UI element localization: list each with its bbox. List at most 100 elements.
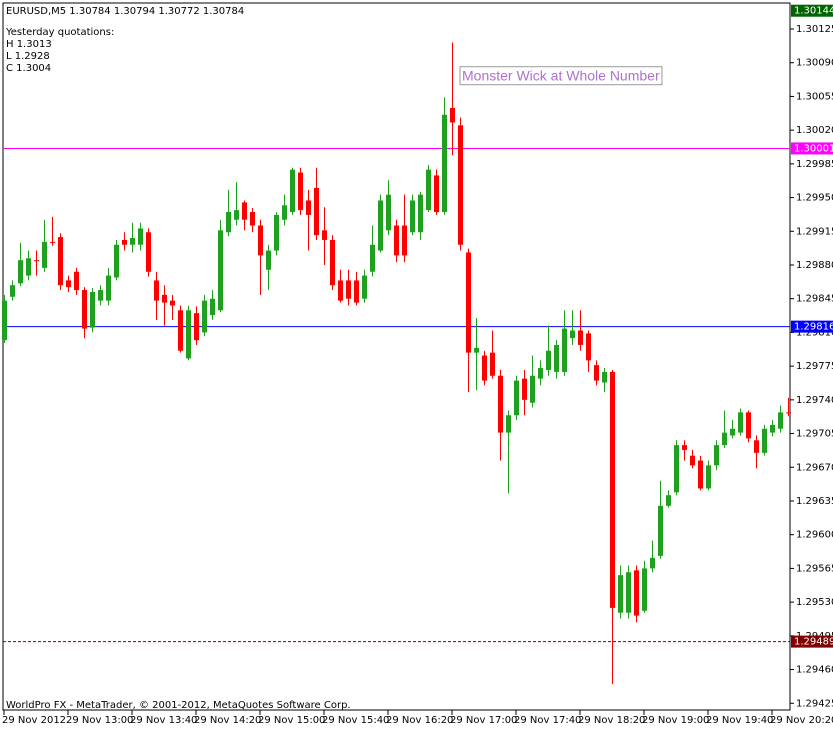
candle-body	[290, 169, 295, 213]
current-price-box	[791, 4, 833, 17]
y-tick-label: 1.29425	[796, 698, 833, 709]
candle-body	[90, 291, 95, 328]
candle-body	[410, 200, 415, 233]
price-level-label: 1.29816	[794, 322, 833, 333]
info-line: Yesterday quotations:	[5, 27, 114, 38]
candle-body	[498, 375, 503, 433]
candle-body	[690, 455, 695, 466]
price-level-box	[791, 142, 833, 155]
candle-body	[442, 114, 447, 213]
candle-body	[730, 428, 735, 436]
candle-body	[282, 205, 287, 220]
candle-body	[242, 202, 247, 220]
candle-body	[2, 300, 7, 341]
candle-body	[562, 328, 567, 372]
candle-body	[306, 200, 311, 215]
candle-body	[506, 415, 511, 433]
x-tick-label: 29 Nov 17:40	[514, 715, 581, 726]
x-tick-label: 29 Nov 19:40	[706, 715, 773, 726]
candle-body	[10, 285, 15, 297]
candle-body	[722, 432, 727, 446]
candle-body	[434, 175, 439, 213]
candle-body	[490, 352, 495, 376]
current-price-label: 1.30144	[794, 6, 833, 17]
candle-body	[74, 271, 79, 291]
candle-body	[346, 280, 351, 299]
x-tick-label: 29 Nov 14:20	[194, 715, 261, 726]
y-tick-label: 1.29635	[796, 496, 833, 507]
price-level-box	[791, 635, 833, 648]
candle-body	[170, 300, 175, 306]
candle-body	[618, 575, 623, 613]
candle-body	[82, 290, 87, 329]
candle-body	[106, 275, 111, 301]
candle-body	[138, 228, 143, 245]
candle-body	[26, 258, 31, 276]
candle-body	[58, 237, 63, 286]
candle-body	[186, 310, 191, 359]
candle-body	[250, 212, 255, 226]
y-tick-label: 1.30020	[796, 125, 833, 136]
footer: WorldPro FX - MetaTrader, © 2001-2012, M…	[6, 700, 351, 711]
candle-body	[114, 244, 119, 278]
candle-body	[530, 375, 535, 403]
candle-body	[66, 280, 71, 288]
y-tick-label: 1.29600	[796, 530, 833, 541]
candle-body	[682, 445, 687, 450]
y-tick-label: 1.30055	[796, 91, 833, 102]
candle-body	[50, 241, 55, 243]
x-tick-label: 29 Nov 13:00	[66, 715, 133, 726]
candle-body	[586, 333, 591, 361]
candle-body	[522, 378, 527, 400]
info-line: H 1.3013	[6, 39, 52, 50]
x-tick-label: 29 Nov 15:40	[322, 715, 389, 726]
y-tick-label: 1.29530	[796, 597, 833, 608]
candle-body	[154, 280, 159, 301]
chart-title: EURUSD,M5 1.30784 1.30794 1.30772 1.3078…	[6, 6, 244, 17]
y-tick-label: 1.29740	[796, 395, 833, 406]
candle-body	[706, 465, 711, 489]
candle-body	[482, 355, 487, 381]
y-tick-label: 1.29915	[796, 226, 833, 237]
candle-body	[650, 557, 655, 569]
candle-body	[546, 350, 551, 370]
y-tick-label: 1.29950	[796, 193, 833, 204]
candle-body	[234, 210, 239, 220]
candle-body	[450, 107, 455, 123]
candle-body	[266, 250, 271, 270]
candle-body	[386, 194, 391, 231]
candle-body	[538, 368, 543, 379]
candle-body	[634, 570, 639, 616]
candle-body	[738, 412, 743, 433]
candle-body	[762, 428, 767, 453]
info-line: L 1.2928	[6, 51, 50, 62]
candle-body	[594, 365, 599, 381]
candle-body	[698, 460, 703, 489]
candle-body	[674, 445, 679, 493]
candle-body	[770, 424, 775, 433]
candle-body	[34, 260, 39, 262]
x-tick-label: 29 Nov 13:40	[130, 715, 197, 726]
candle-body	[130, 238, 135, 245]
y-tick-label: 1.29845	[796, 294, 833, 305]
annotation: Monster Wick at Whole Number	[462, 68, 660, 84]
candle-body	[338, 280, 343, 301]
candle-body	[314, 187, 319, 236]
candle-body	[146, 232, 151, 272]
candle-body	[226, 212, 231, 233]
candle-body	[754, 440, 759, 453]
y-tick-label: 1.29775	[796, 361, 833, 372]
y-tick-label: 1.30125	[796, 24, 833, 35]
candle-body	[98, 290, 103, 301]
x-tick-label: 29 Nov 18:20	[578, 715, 645, 726]
y-tick-label: 1.29460	[796, 665, 833, 676]
candle-body	[466, 252, 471, 353]
candle-body	[218, 230, 223, 311]
y-tick-label: 1.30090	[796, 58, 833, 69]
candle-body	[194, 313, 199, 341]
x-tick-label: 29 Nov 2012	[2, 715, 66, 726]
candle-body	[786, 412, 791, 414]
